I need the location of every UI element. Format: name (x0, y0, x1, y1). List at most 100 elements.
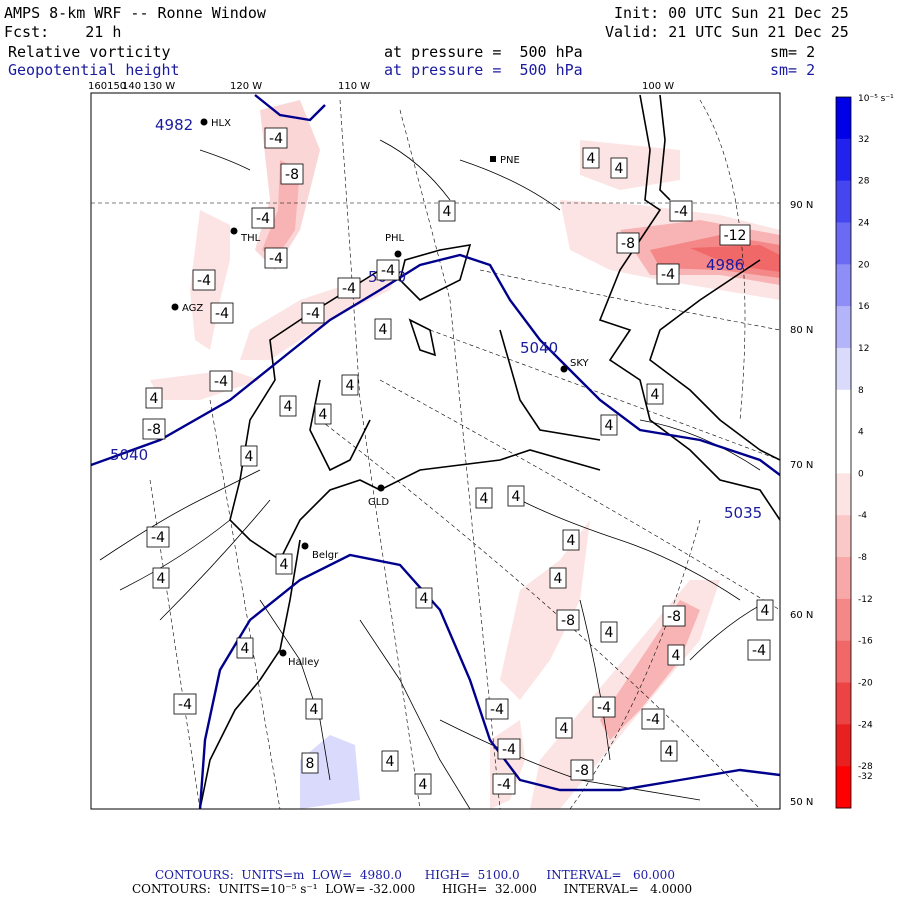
colorbar-swatch (836, 180, 851, 223)
colorbar-swatch (836, 97, 851, 140)
colorbar-swatch (836, 766, 851, 809)
station-marker: SKY (560, 358, 590, 373)
lon-label: 110 W (338, 81, 370, 92)
vorticity-value-box: -4 (492, 773, 516, 795)
vorticity-value: 4 (480, 491, 489, 507)
vorticity-value-box: 4 (381, 750, 399, 772)
colorbar-swatch (836, 347, 851, 391)
colorbar-swatch (836, 264, 851, 307)
vorticity-value: 4 (419, 777, 428, 793)
vorticity-value-box: 4 (555, 717, 573, 739)
height-label: 5035 (724, 504, 762, 522)
vorticity-value-box: -4 (264, 247, 288, 269)
vorticity-value: -4 (306, 306, 320, 322)
station-marker: THL (230, 227, 261, 244)
lat-label: 70 N (790, 460, 813, 471)
colorbar-tick-label: -24 (858, 720, 873, 730)
vorticity-value-box: 4 (507, 485, 525, 507)
colorbar-swatch (836, 138, 851, 182)
vorticity-value-box: -4 (192, 269, 216, 291)
vorticity-value: -4 (381, 263, 395, 279)
colorbar-swatch (836, 682, 851, 725)
colorbar-tick-label: -8 (858, 553, 867, 563)
vorticity-value: 4 (651, 387, 660, 403)
svg-text:AGZ: AGZ (182, 303, 203, 314)
colorbar-tick-label: -16 (858, 637, 873, 647)
vorticity-value-box: 4 (279, 395, 297, 417)
svg-text:PHL: PHL (385, 233, 405, 244)
lon-label: 160150 (88, 81, 126, 92)
colorbar-swatch (836, 389, 851, 433)
vorticity-value: 4 (386, 754, 395, 770)
vorticity-value: 4 (280, 557, 289, 573)
vorticity-value: 4 (587, 151, 596, 167)
vorticity-value-box: 4 (275, 553, 293, 575)
colorbar-tick-label: 0 (858, 469, 864, 479)
colorbar-tick-label: -12 (858, 595, 873, 605)
vorticity-value: 4 (605, 418, 614, 434)
vorticity-value-box: -4 (592, 696, 616, 718)
lon-label: 140 (122, 81, 141, 92)
vorticity-value-box: -4 (641, 708, 665, 730)
colorbar-tick-label: 20 (858, 260, 870, 270)
vorticity-value-box: 4 (756, 599, 774, 621)
colorbar-swatch (836, 724, 851, 767)
forecast-hour: Fcst: 21 h (4, 23, 122, 41)
colorbar-tick-label: 28 (858, 177, 870, 187)
vorticity-contours (99, 139, 771, 809)
colorbar-unit: 10⁻⁵ s⁻¹ (858, 94, 894, 104)
vorticity-value-box: -8 (662, 605, 686, 627)
longitude-labels: 160150 140 130 W 120 W 110 W 100 W (88, 81, 674, 92)
vorticity-value: -4 (256, 211, 270, 227)
vorticity-value: -8 (147, 422, 161, 438)
vorticity-value: -4 (197, 273, 211, 289)
vorticity-value: 4 (245, 449, 254, 465)
vorticity-value: -4 (215, 306, 229, 322)
vorticity-value-box: -4 (656, 263, 680, 285)
svg-text:GLD: GLD (368, 497, 389, 508)
vorticity-value: -4 (674, 204, 688, 220)
colorbar-swatch (836, 557, 851, 600)
svg-text:THL: THL (240, 233, 261, 244)
vorticity-value-box: -8 (142, 418, 166, 440)
vorticity-value-box: -4 (669, 200, 693, 222)
vorticity-value-box: -12 (719, 224, 751, 246)
vorticity-value-box: -4 (747, 639, 771, 661)
vorticity-value: -4 (646, 712, 660, 728)
colorbar-tick-label: 12 (858, 344, 869, 354)
svg-text:HLX: HLX (211, 118, 231, 129)
colorbar-tick-label: -4 (858, 511, 867, 521)
vorticity-value: 4 (761, 603, 770, 619)
colorbar-swatch (836, 598, 851, 642)
colorbar-swatch (836, 306, 851, 349)
vorticity-value-box: -4 (173, 693, 197, 715)
lat-label: 90 N (790, 200, 813, 211)
vorticity-value: -4 (752, 643, 766, 659)
colorbar-swatch (836, 515, 851, 558)
vorticity-value-box: 4 (415, 587, 433, 609)
vorticity-value-box: 4 (582, 147, 600, 169)
vorticity-value: -8 (561, 613, 575, 629)
lon-label: 100 W (642, 81, 674, 92)
colorbar-swatch (836, 640, 851, 684)
vorticity-value-box: -8 (616, 232, 640, 254)
station-marker: PNE (490, 155, 520, 166)
vorticity-value: -12 (724, 228, 747, 244)
colorbar-tick-label: -28 (858, 762, 873, 772)
vorticity-value-box: -4 (301, 302, 325, 324)
vorticity-value-box: -4 (264, 127, 288, 149)
lon-label: 130 W (143, 81, 175, 92)
vorticity-value: 4 (672, 648, 681, 664)
vorticity-value: -8 (285, 167, 299, 183)
vorticity-value: 4 (420, 591, 429, 607)
vorticity-value-box: 4 (414, 773, 432, 795)
lon-label: 120 W (230, 81, 262, 92)
field1-name: Relative vorticity (8, 43, 171, 61)
vorticity-value-box: 4 (305, 698, 323, 720)
colorbar-tick-label: 32 (858, 135, 869, 145)
lat-label: 60 N (790, 610, 813, 621)
station-marker: Halley (279, 649, 319, 668)
station-marker: PHL (385, 233, 405, 258)
vorticity-value: 4 (605, 625, 614, 641)
colorbar: 10⁻⁵ s⁻¹ 32 28 24 20 16 12 8 4 0 -4 -8 -12 -16 -20 -24… (835, 94, 894, 809)
